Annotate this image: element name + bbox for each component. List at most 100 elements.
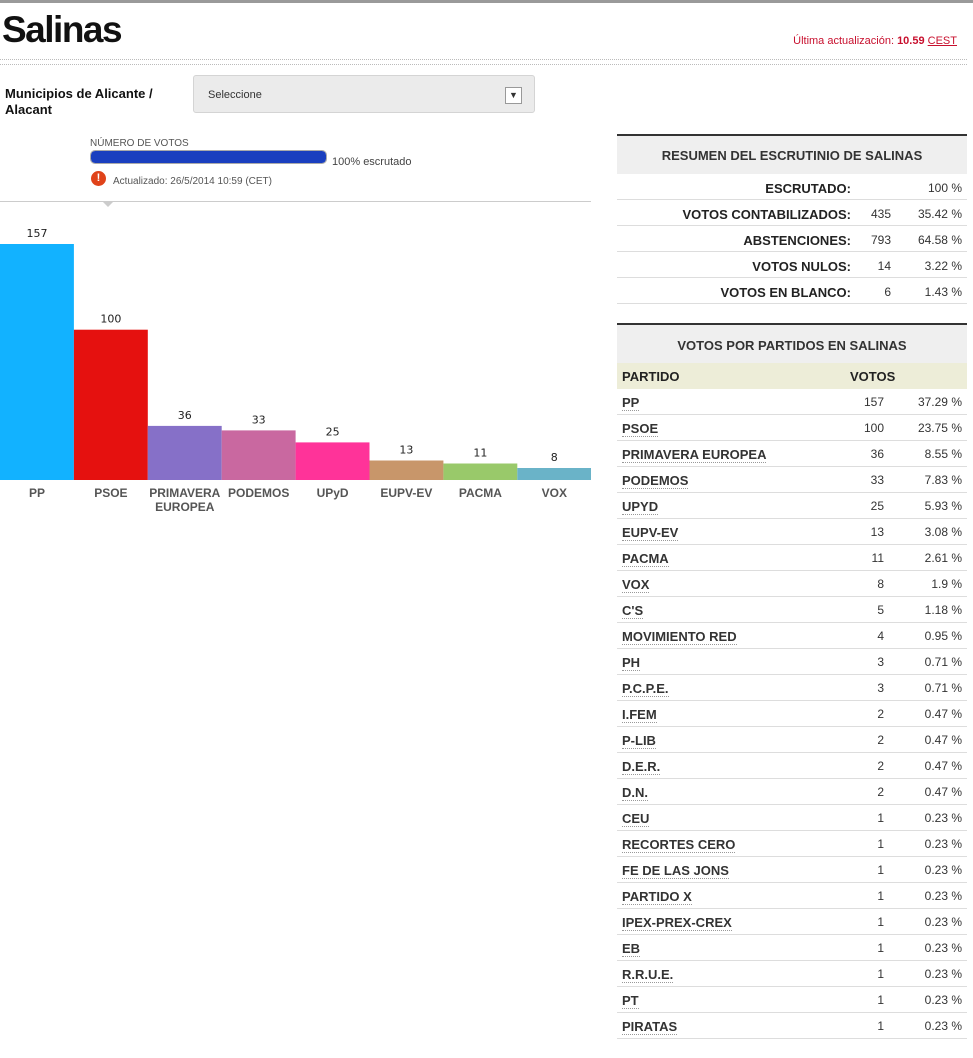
category-label: VOX <box>542 486 567 500</box>
party-percent: 0.23 % <box>924 811 962 825</box>
party-name-link[interactable]: PACMA <box>622 551 669 567</box>
party-percent: 0.71 % <box>924 655 962 669</box>
scrutiny-percent-text: 100% escrutado <box>332 156 412 168</box>
category-label: PP <box>29 486 45 500</box>
party-percent: 0.47 % <box>924 707 962 721</box>
parties-panel: VOTOS POR PARTIDOS EN SALINAS PARTIDO VO… <box>617 323 967 1039</box>
party-votes: 2 <box>877 759 884 773</box>
summary-row: ABSTENCIONES: 793 64.58 % <box>617 226 967 252</box>
divider <box>0 59 967 60</box>
summary-title: RESUMEN DEL ESCRUTINIO DE SALINAS <box>617 136 967 174</box>
category-label: PRIMAVERA <box>149 486 220 500</box>
chevron-down-icon[interactable]: ▼ <box>505 87 522 104</box>
bar-podemos <box>221 430 296 480</box>
bar-eupv-ev <box>369 460 444 480</box>
table-row: MOVIMIENTO RED 4 0.95 % <box>617 623 967 649</box>
party-name-link[interactable]: C'S <box>622 603 644 619</box>
table-row: P-LIB 2 0.47 % <box>617 727 967 753</box>
party-name-link[interactable]: P-LIB <box>622 733 656 749</box>
summary-row: VOTOS NULOS: 14 3.22 % <box>617 252 967 278</box>
municipality-select[interactable]: Seleccione ▼ <box>193 75 535 113</box>
table-row: UPYD 25 5.93 % <box>617 493 967 519</box>
summary-label: VOTOS NULOS: <box>752 259 851 274</box>
page-title: Salinas <box>2 9 123 50</box>
parties-table-header: PARTIDO VOTOS <box>617 363 967 389</box>
party-percent: 0.71 % <box>924 681 962 695</box>
table-row: EB 1 0.23 % <box>617 935 967 961</box>
summary-label: VOTOS EN BLANCO: <box>720 285 852 300</box>
table-row: PH 3 0.71 % <box>617 649 967 675</box>
party-name-link[interactable]: RECORTES CERO <box>622 837 736 853</box>
category-label: PSOE <box>94 486 127 500</box>
table-row: CEU 1 0.23 % <box>617 805 967 831</box>
party-name-link[interactable]: IPEX-PREX-CREX <box>622 915 732 931</box>
municipality-label-line1: Municipios de Alicante / <box>5 86 153 101</box>
party-name-link[interactable]: PP <box>622 395 640 411</box>
party-votes: 3 <box>877 655 884 669</box>
summary-count: 435 <box>870 207 891 221</box>
party-name-link[interactable]: P.C.P.E. <box>622 681 669 697</box>
updated-timestamp: Actualizado: 26/5/2014 10:59 (CET) <box>113 176 272 187</box>
party-name-link[interactable]: EB <box>622 941 641 957</box>
party-percent: 7.83 % <box>924 473 962 487</box>
party-name-link[interactable]: D.E.R. <box>622 759 661 775</box>
party-name-link[interactable]: EUPV-EV <box>622 525 679 541</box>
party-percent: 0.23 % <box>924 967 962 981</box>
table-row: PSOE 100 23.75 % <box>617 415 967 441</box>
party-name-link[interactable]: R.R.U.E. <box>622 967 674 983</box>
data-label: 8 <box>551 451 558 464</box>
summary-row: ESCRUTADO: 100 % <box>617 174 967 200</box>
category-label: EUPV-EV <box>380 486 432 500</box>
party-votes: 1 <box>877 811 884 825</box>
category-label: UPyD <box>317 486 349 500</box>
party-name-link[interactable]: PSOE <box>622 421 659 437</box>
alert-icon: ! <box>91 171 106 186</box>
party-votes: 1 <box>877 967 884 981</box>
summary-row: VOTOS EN BLANCO: 6 1.43 % <box>617 278 967 304</box>
table-row: PODEMOS 33 7.83 % <box>617 467 967 493</box>
party-percent: 3.08 % <box>924 525 962 539</box>
data-label: 36 <box>178 409 192 422</box>
summary-label: ABSTENCIONES: <box>743 233 851 248</box>
col-votes-header: VOTOS <box>850 369 896 384</box>
party-name-link[interactable]: MOVIMIENTO RED <box>622 629 737 645</box>
party-percent: 2.61 % <box>924 551 962 565</box>
party-name-link[interactable]: I.FEM <box>622 707 657 723</box>
last-update-label: Última actualización: <box>793 35 894 47</box>
table-row: P.C.P.E. 3 0.71 % <box>617 675 967 701</box>
table-row: PP 157 37.29 % <box>617 389 967 415</box>
party-name-link[interactable]: UPYD <box>622 499 659 515</box>
party-name-link[interactable]: PRIMAVERA EUROPEA <box>622 447 767 463</box>
party-name-link[interactable]: PARTIDO X <box>622 889 692 905</box>
party-name-link[interactable]: VOX <box>622 577 650 593</box>
party-percent: 0.23 % <box>924 837 962 851</box>
party-name-link[interactable]: CEU <box>622 811 650 827</box>
scrutiny-progress-fill <box>91 151 326 163</box>
bar-vox <box>517 468 591 480</box>
party-name-link[interactable]: PH <box>622 655 641 671</box>
party-percent: 0.23 % <box>924 915 962 929</box>
party-percent: 1.9 % <box>931 577 962 591</box>
party-name-link[interactable]: PODEMOS <box>622 473 689 489</box>
party-name-link[interactable]: PT <box>622 993 639 1009</box>
party-percent: 0.47 % <box>924 785 962 799</box>
party-percent: 0.23 % <box>924 941 962 955</box>
summary-count: 793 <box>870 233 891 247</box>
table-row: PIRATAS 1 0.23 % <box>617 1013 967 1039</box>
bar-pp <box>0 244 74 480</box>
party-votes: 2 <box>877 785 884 799</box>
party-percent: 0.23 % <box>924 993 962 1007</box>
party-name-link[interactable]: FE DE LAS JONS <box>622 863 729 879</box>
summary-percent: 35.42 % <box>917 207 962 221</box>
party-percent: 0.23 % <box>924 1019 962 1033</box>
party-name-link[interactable]: PIRATAS <box>622 1019 678 1035</box>
summary-count: 14 <box>877 259 891 273</box>
party-votes: 1 <box>877 863 884 877</box>
party-percent: 8.55 % <box>924 447 962 461</box>
party-name-link[interactable]: D.N. <box>622 785 648 801</box>
col-party-header: PARTIDO <box>622 369 680 384</box>
parties-panel-border <box>617 323 967 325</box>
party-votes: 33 <box>870 473 884 487</box>
party-votes: 1 <box>877 1019 884 1033</box>
category-label: PODEMOS <box>228 486 289 500</box>
